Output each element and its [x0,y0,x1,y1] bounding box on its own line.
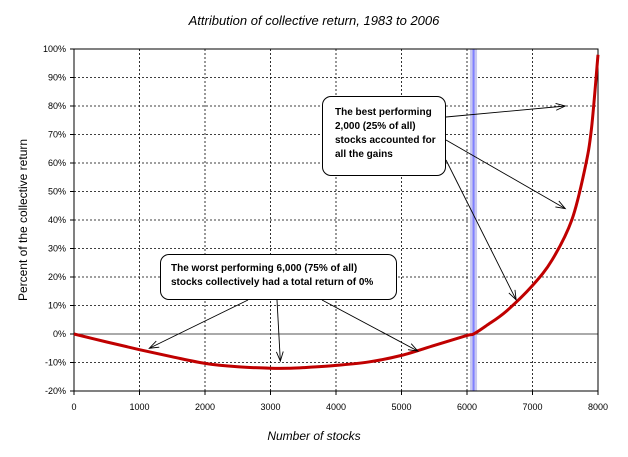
series-line [73,54,600,370]
x-tick-label: 0 [71,402,76,412]
annotation-arrowhead [508,289,517,301]
annotation-line: The best performing [335,107,432,118]
y-tick-label: 80% [48,101,66,111]
x-tick-label: 5000 [391,402,411,412]
y-tick-label: 0% [53,329,66,339]
annotation-arrowhead [275,351,284,363]
annotation-arrow [276,299,281,362]
y-axis-ticks: -20% -10% 0% 10% 20% 30% 40% 50% 60% 70% 80% 90% 100… [43,44,74,396]
x-tick-label: 8000 [588,402,608,412]
y-tick-label: 20% [48,272,66,282]
annotation-worst-performers: The worst performing 6,000 (75% of all) … [160,254,397,300]
y-tick-label: 50% [48,187,66,197]
y-tick-label: -20% [45,386,66,396]
x-axis-title: Number of stocks [267,429,360,443]
annotation-arrow [445,105,566,118]
annotation-arrow [445,159,517,301]
y-tick-label: 40% [48,215,66,225]
y-tick-label: 100% [43,44,66,54]
y-tick-label: 60% [48,158,66,168]
annotation-arrowhead [555,200,567,210]
y-axis-title: Percent of the collective return [16,139,30,301]
x-axis-ticks: 0 1000 2000 3000 4000 5000 6000 7000 8000 [71,391,608,412]
annotation-best-performers: The best performing 2,000 (25% of all) s… [322,96,446,176]
annotation-line: all the gains [335,149,393,160]
x-tick-label: 1000 [129,402,149,412]
y-tick-label: 90% [48,73,66,83]
annotation-arrows [148,103,567,363]
annotation-arrowhead [407,343,420,352]
x-tick-label: 7000 [522,402,542,412]
x-tick-label: 2000 [195,402,215,412]
y-tick-label: -10% [45,358,66,368]
annotation-arrow [445,139,566,209]
x-tick-label: 4000 [326,402,346,412]
annotation-line: The worst performing 6,000 (75% of all) [171,263,358,274]
annotation-line: stocks collectively had a total return o… [171,277,374,288]
annotation-arrowhead [555,103,567,111]
y-tick-label: 70% [48,130,66,140]
annotation-line: stocks accounted for [335,135,436,146]
annotation-arrow [149,299,249,349]
x-tick-label: 6000 [457,402,477,412]
annotation-line: 2,000 (25% of all) [335,121,416,132]
x-tick-label: 3000 [260,402,280,412]
annotation-arrow [321,299,419,352]
chart-title: Attribution of collective return, 1983 t… [188,13,441,28]
y-tick-label: 30% [48,244,66,254]
y-tick-label: 10% [48,301,66,311]
annotation-arrowhead [148,340,160,349]
